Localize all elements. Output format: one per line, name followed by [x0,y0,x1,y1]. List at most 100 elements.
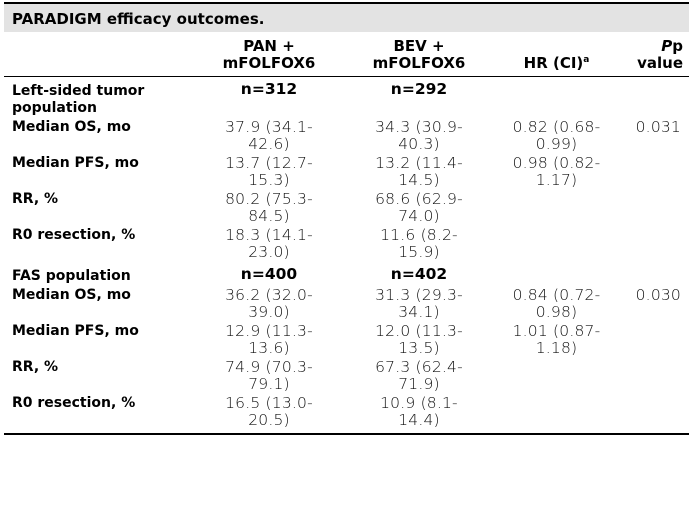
header-pan-line2: mFOLFOX6 [222,54,316,72]
row-label: Median PFS, mo [12,323,139,339]
header-bev-line2: mFOLFOX6 [372,54,466,72]
table-row: Median OS, mo 37.9 (34.1- 42.6) 34.3 (30.9-… [4,118,689,154]
section-bev-n: n=292 [390,80,448,98]
row-label: R0 resection, % [4,394,194,435]
cell-bev-line: 13.2 (11.4- [375,154,463,172]
header-p-italic: P [661,37,673,55]
section-p-empty [619,77,689,119]
section-header-row: FAS population n=400 n=402 [4,262,689,286]
cell-p [619,226,689,262]
cell-bev-line: 40.3) [398,135,440,153]
cell-pan-line: 18.3 (14.1- [225,226,313,244]
cell-bev-line: 11.6 (8.2- [380,226,458,244]
table-row: R0 resection, % 16.5 (13.0- 20.5) 10.9 (8.1… [4,394,689,435]
cell-pan: 12.9 (11.3- 13.6) [194,322,344,358]
cell-p: 0.030 [635,286,681,304]
cell-bev: 13.2 (11.4- 14.5) [344,154,494,190]
cell-bev-line: 34.1) [398,303,440,321]
cell-pan-line: 12.9 (11.3- [225,322,313,340]
cell-bev-line: 34.3 (30.9- [375,118,463,136]
row-label: R0 resection, % [12,227,136,243]
cell-bev-line: 74.0) [398,207,440,225]
section-bev-n: n=402 [390,265,448,283]
cell-pan-line: 16.5 (13.0- [225,394,313,412]
cell-pan-line: 42.6) [248,135,290,153]
header-row: PAN + mFOLFOX6 BEV + mFOLFOX6 HR (CI)a P… [4,32,689,77]
cell-bev-line: 68.6 (62.9- [375,190,463,208]
header-bev: BEV + mFOLFOX6 [344,32,494,77]
cell-hr [494,358,619,394]
cell-bev: 34.3 (30.9- 40.3) [344,118,494,154]
cell-p: 0.031 [635,118,681,136]
cell-pan: 16.5 (13.0- 20.5) [194,394,344,435]
cell-hr-line: 0.82 (0.68- [512,118,601,136]
header-bev-line1: BEV + [393,37,445,55]
cell-pan-line: 13.6) [248,339,290,357]
table-row: RR, % 80.2 (75.3- 84.5) 68.6 (62.9- 74.0) [4,190,689,226]
cell-pan-line: 80.2 (75.3- [225,190,313,208]
cell-hr: 0.84 (0.72- 0.98) [494,286,619,322]
table-row: Median OS, mo 36.2 (32.0- 39.0) 31.3 (29.3-… [4,286,689,322]
cell-bev: 68.6 (62.9- 74.0) [344,190,494,226]
cell-pan: 36.2 (32.0- 39.0) [194,286,344,322]
header-empty [4,32,194,77]
cell-pan-line: 37.9 (34.1- [225,118,313,136]
row-label: Median PFS, mo [12,155,139,171]
cell-bev: 11.6 (8.2- 15.9) [344,226,494,262]
cell-bev-line: 71.9) [398,375,440,393]
table-body: Left-sided tumor population n=312 n=292 Med… [4,77,689,435]
cell-p [619,358,689,394]
table-title: PARADIGM efficacy outcomes. [4,2,689,32]
cell-pan-line: 79.1) [248,375,290,393]
cell-hr: 0.82 (0.68- 0.99) [494,118,619,154]
header-p: Pp value [619,32,689,77]
cell-pan-line: 36.2 (32.0- [225,286,313,304]
cell-hr [494,394,619,435]
cell-pan: 37.9 (34.1- 42.6) [194,118,344,154]
table-row: Median PFS, mo 12.9 (11.3- 13.6) 12.0 (11.3… [4,322,689,358]
cell-bev-line: 13.5) [398,339,440,357]
cell-bev-line: 14.4) [398,411,440,429]
header-pan-line1: PAN + [243,37,295,55]
section-hr-empty [494,262,619,286]
cell-p [619,154,689,190]
header-hr: HR (CI)a [494,32,619,77]
cell-pan-line: 84.5) [248,207,290,225]
cell-bev-line: 12.0 (11.3- [375,322,463,340]
table-row: Median PFS, mo 13.7 (12.7- 15.3) 13.2 (11.4… [4,154,689,190]
row-label: RR, % [12,359,59,375]
header-pan: PAN + mFOLFOX6 [194,32,344,77]
cell-pan-line: 39.0) [248,303,290,321]
row-label: Median OS, mo [12,119,131,135]
cell-pan: 18.3 (14.1- 23.0) [194,226,344,262]
cell-bev: 31.3 (29.3- 34.1) [344,286,494,322]
header-hr-text: HR (CI) [523,54,584,72]
cell-pan-line: 20.5) [248,411,290,429]
section-p-empty [619,262,689,286]
section-label: FAS population [12,268,131,284]
cell-hr-line: 0.98 (0.82- [512,154,601,172]
cell-pan: 74.9 (70.3- 79.1) [194,358,344,394]
section-header-row: Left-sided tumor population n=312 n=292 [4,77,689,119]
section-hr-empty [494,77,619,119]
cell-p [619,322,689,358]
cell-bev: 12.0 (11.3- 13.5) [344,322,494,358]
cell-bev-line: 10.9 (8.1- [380,394,458,412]
cell-pan-line: 15.3) [248,171,290,189]
cell-pan: 80.2 (75.3- 84.5) [194,190,344,226]
cell-p [619,394,689,435]
cell-hr-line: 1.17) [535,171,578,189]
cell-pan-line: 23.0) [248,243,290,261]
cell-bev-line: 67.3 (62.4- [375,358,463,376]
cell-hr: 0.98 (0.82- 1.17) [494,154,619,190]
cell-bev-line: 14.5) [398,171,440,189]
cell-hr-line: 0.98) [535,303,578,321]
table-container: PARADIGM efficacy outcomes. PAN + mFOLFO… [4,2,689,435]
section-pan-n: n=400 [240,265,298,283]
cell-hr-line: 0.99) [535,135,578,153]
cell-hr-line: 1.18) [535,339,578,357]
section-label: Left-sided tumor population [12,83,145,116]
row-label: Median OS, mo [12,287,131,303]
cell-hr [494,190,619,226]
section-pan-n: n=312 [240,80,298,98]
